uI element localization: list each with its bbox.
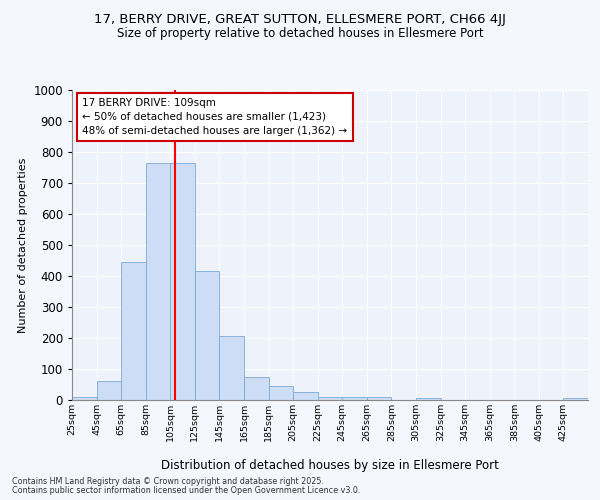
Bar: [195, 272, 220, 400]
Text: 17 BERRY DRIVE: 109sqm
← 50% of detached houses are smaller (1,423)
48% of semi-: 17 BERRY DRIVE: 109sqm ← 50% of detached…: [82, 98, 347, 136]
Text: 17, BERRY DRIVE, GREAT SUTTON, ELLESMERE PORT, CH66 4JJ: 17, BERRY DRIVE, GREAT SUTTON, ELLESMERE…: [94, 12, 506, 26]
Bar: [170, 163, 195, 400]
Bar: [121, 262, 146, 400]
Bar: [367, 397, 391, 400]
Text: Contains HM Land Registry data © Crown copyright and database right 2025.: Contains HM Land Registry data © Crown c…: [12, 477, 324, 486]
Bar: [416, 398, 440, 400]
Text: Contains public sector information licensed under the Open Government Licence v3: Contains public sector information licen…: [12, 486, 361, 495]
Y-axis label: Number of detached properties: Number of detached properties: [18, 158, 28, 332]
Bar: [244, 377, 269, 400]
Text: Distribution of detached houses by size in Ellesmere Port: Distribution of detached houses by size …: [161, 460, 499, 472]
Bar: [146, 163, 170, 400]
Bar: [563, 398, 588, 400]
Bar: [269, 386, 293, 400]
Text: Size of property relative to detached houses in Ellesmere Port: Size of property relative to detached ho…: [116, 28, 484, 40]
Bar: [72, 397, 97, 400]
Bar: [318, 397, 342, 400]
Bar: [220, 336, 244, 400]
Bar: [293, 392, 318, 400]
Bar: [342, 397, 367, 400]
Bar: [97, 381, 121, 400]
